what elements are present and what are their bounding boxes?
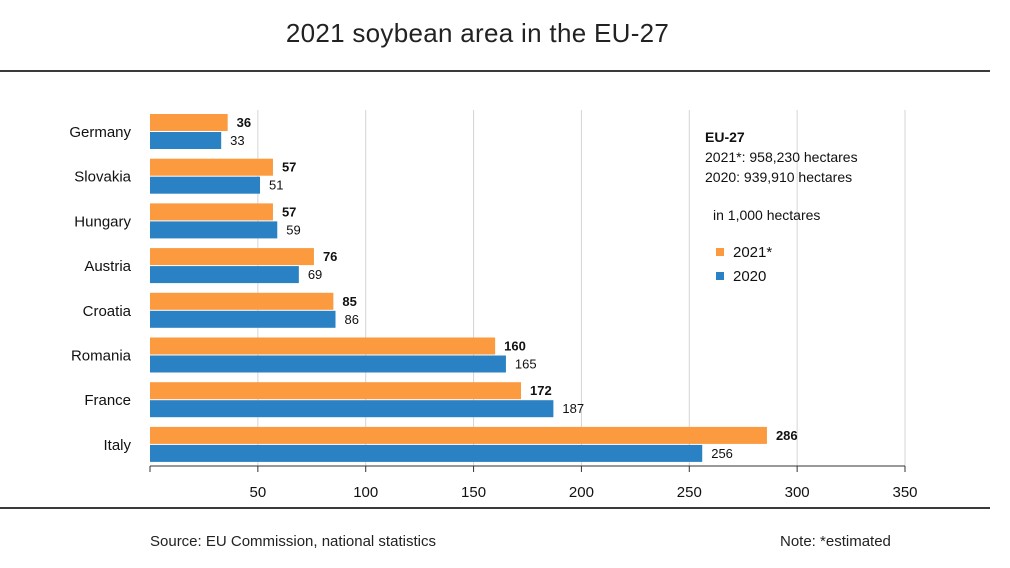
bar [150,158,273,176]
bar [150,444,703,462]
category-label: Slovakia [74,169,131,186]
bar [150,203,273,221]
bar [150,114,228,131]
x-tick-label: 50 [250,484,267,501]
bar [150,310,336,328]
category-label: Romania [71,348,132,365]
top-divider [0,70,990,72]
data-label: 59 [286,222,300,237]
bar [150,337,496,355]
data-label: 187 [562,401,584,416]
category-label: Italy [103,437,131,454]
data-label: 69 [308,267,322,282]
category-label: Germany [69,124,131,141]
bar [150,292,334,310]
category-label: France [84,392,131,409]
info-box: EU-27 2021*: 958,230 hectares 2020: 939,… [705,129,858,223]
bar [150,355,506,373]
bar [150,382,522,400]
data-label: 33 [230,133,244,148]
unit-label: in 1,000 hectares [713,207,820,223]
category-labels: Germany Slovakia Hungary Austria Croatia Roma… [69,124,131,454]
x-tick-label: 250 [677,484,702,501]
category-label: Hungary [74,213,131,230]
source-note: Source: EU Commission, national statisti… [150,533,436,550]
bottom-divider [0,507,990,509]
data-label: 57 [282,204,296,219]
x-axis: 50 100 150 200 250 300 350 [149,465,918,501]
x-tick-label: 150 [461,484,486,501]
legend-label: 2020 [733,268,766,285]
data-label: 86 [345,312,359,327]
data-label: 57 [282,160,296,175]
x-tick-label: 200 [569,484,594,501]
estimate-note: Note: *estimated [780,533,891,550]
legend: 2021* 2020 [716,244,772,285]
x-tick-label: 300 [785,484,810,501]
bar [150,400,554,418]
data-label: 256 [711,446,733,461]
data-label: 160 [504,339,526,354]
legend-label: 2021* [733,244,772,261]
x-tick-label: 100 [353,484,378,501]
x-tick-label: 350 [892,484,917,501]
chart-title: 2021 soybean area in the EU-27 [285,18,670,48]
data-label: 85 [342,294,356,309]
bar [150,132,222,149]
info-line-2021: 2021*: 958,230 hectares [705,149,858,165]
bar [150,176,261,194]
info-line-2020: 2020: 939,910 hectares [705,169,852,185]
info-heading: EU-27 [705,129,745,145]
bar [150,266,299,284]
category-label: Croatia [83,303,132,320]
data-label: 76 [323,249,337,264]
data-label: 51 [269,178,283,193]
data-label: 172 [530,383,552,398]
data-label: 36 [237,115,251,130]
data-label: 286 [776,428,798,443]
category-label: Austria [84,258,131,275]
data-label: 165 [515,357,537,372]
bar [150,221,278,239]
bar [150,248,314,266]
legend-swatch [716,272,724,280]
legend-swatch [716,248,724,256]
bar [150,426,767,444]
